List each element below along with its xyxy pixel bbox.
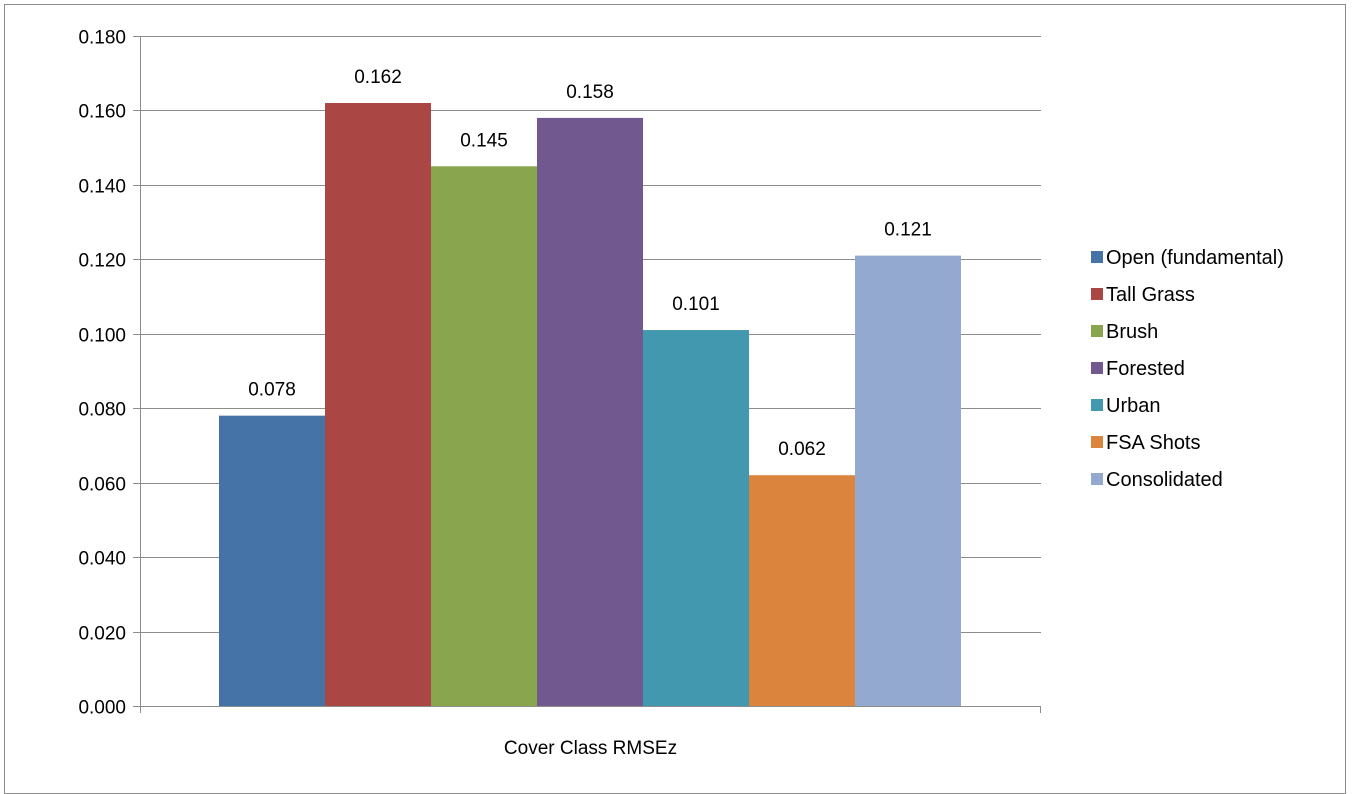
legend-label: Open (fundamental) bbox=[1106, 247, 1284, 269]
bar-forested bbox=[537, 117, 643, 706]
y-tick-label: 0.120 bbox=[78, 251, 126, 272]
legend-swatch bbox=[1091, 325, 1103, 337]
bars bbox=[219, 103, 961, 706]
x-category-label: Cover Class RMSEz bbox=[504, 738, 677, 759]
y-tick-label: 0.060 bbox=[78, 475, 126, 496]
y-tick-label: 0.080 bbox=[78, 400, 126, 421]
legend-label: Forested bbox=[1106, 358, 1185, 380]
legend-swatch bbox=[1091, 399, 1103, 411]
bar-open-fundamental bbox=[219, 415, 325, 706]
y-tick-label: 0.140 bbox=[78, 177, 126, 198]
y-tick-label: 0.040 bbox=[78, 549, 126, 570]
legend-label: Brush bbox=[1106, 321, 1158, 343]
bar-urban bbox=[643, 330, 749, 706]
y-tick-label: 0.160 bbox=[78, 102, 126, 123]
bar-consolidated bbox=[855, 255, 961, 706]
y-tick-label: 0.180 bbox=[78, 28, 126, 49]
axes bbox=[133, 36, 1041, 713]
legend-label: FSA Shots bbox=[1106, 432, 1201, 454]
legend-swatch bbox=[1091, 288, 1103, 300]
bar-brush bbox=[431, 166, 537, 706]
y-tick-label: 0.000 bbox=[78, 698, 126, 719]
legend-swatch bbox=[1091, 473, 1103, 485]
bar-fsa-shots bbox=[749, 475, 855, 706]
y-tick-label: 0.020 bbox=[78, 624, 126, 645]
legend-label: Tall Grass bbox=[1106, 284, 1195, 306]
data-label: 0.062 bbox=[778, 439, 826, 460]
y-tick-label: 0.100 bbox=[78, 326, 126, 347]
data-label: 0.101 bbox=[672, 294, 720, 315]
legend-swatch bbox=[1091, 362, 1103, 374]
legend: Open (fundamental) Tall Grass Brush Foreste… bbox=[1091, 247, 1284, 491]
labels: 0.000 0.020 0.040 0.060 0.080 0.100 0.120 0.140… bbox=[78, 28, 931, 760]
data-label: 0.078 bbox=[248, 380, 296, 401]
bar-tall-grass bbox=[325, 103, 431, 706]
data-label: 0.162 bbox=[354, 67, 402, 88]
legend-swatch bbox=[1091, 436, 1103, 448]
legend-label: Urban bbox=[1106, 395, 1160, 417]
data-label: 0.121 bbox=[884, 220, 932, 241]
data-label: 0.158 bbox=[566, 82, 614, 103]
legend-swatch bbox=[1091, 251, 1103, 263]
legend-label: Consolidated bbox=[1106, 469, 1223, 491]
data-label: 0.145 bbox=[460, 130, 508, 151]
